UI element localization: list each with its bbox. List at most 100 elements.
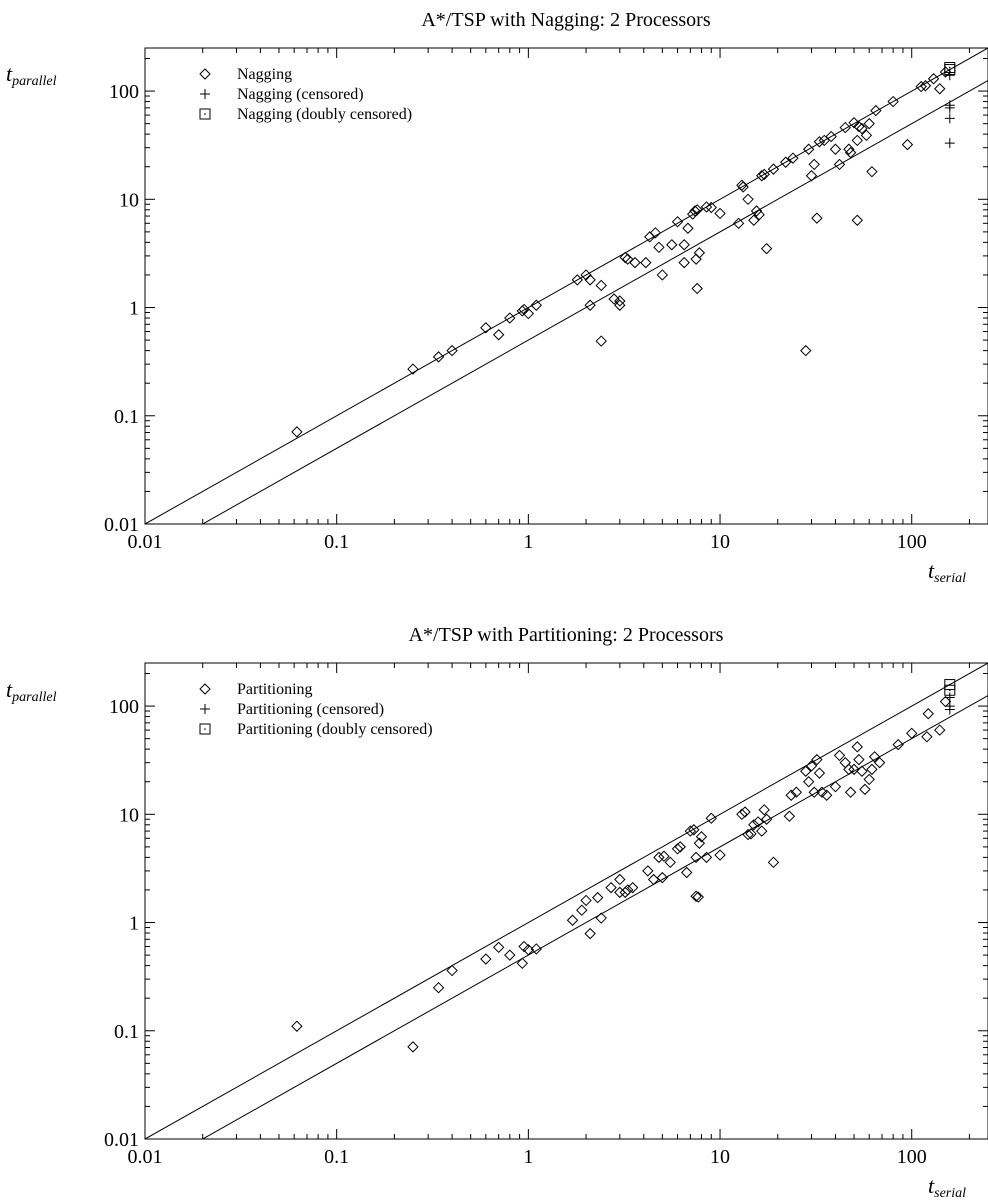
data-point-diamond	[802, 776, 815, 788]
data-point-diamond	[750, 205, 763, 217]
legend-label: Partitioning (doubly censored)	[237, 721, 433, 738]
data-point-diamond	[839, 756, 851, 769]
data-point-diamond	[820, 789, 833, 801]
data-point-diamond	[853, 120, 865, 133]
data-point-plus	[944, 138, 955, 149]
legend-label: Nagging	[237, 66, 292, 83]
data-point-diamond	[649, 227, 662, 239]
legend-label: Partitioning (censored)	[237, 701, 384, 718]
reference-line	[201, 695, 988, 1139]
x-tick-label: 100	[897, 531, 927, 553]
data-point-diamond	[927, 73, 940, 85]
data-point-diamond	[758, 168, 770, 181]
data-point-diamond	[689, 205, 701, 217]
data-point-diamond	[640, 256, 652, 269]
data-point-diamond	[480, 322, 492, 334]
data-point-diamond	[853, 753, 865, 766]
data-point-diamond	[608, 293, 620, 305]
data-point-diamond	[291, 426, 303, 438]
data-point-diamond	[887, 95, 899, 108]
legend-marker-square	[199, 108, 211, 120]
data-point-square-dot	[949, 689, 951, 692]
data-point-diamond	[622, 253, 634, 265]
x-tick-label: 10	[710, 1146, 730, 1168]
data-point-diamond	[605, 881, 617, 894]
data-point-diamond	[678, 256, 690, 269]
data-point-diamond	[758, 804, 770, 816]
y-tick-label: 100	[109, 81, 139, 103]
data-point-diamond	[690, 253, 702, 265]
data-point-diamond	[614, 299, 626, 311]
y-axis-label: tparallel	[6, 61, 57, 89]
data-point-diamond	[939, 695, 952, 708]
data-point-diamond	[692, 891, 704, 903]
data-point-diamond	[653, 851, 665, 864]
data-point-diamond	[432, 351, 445, 363]
data-point-plus	[944, 704, 955, 715]
data-point-diamond	[656, 269, 669, 281]
data-point-diamond	[856, 122, 868, 135]
data-point-diamond	[691, 282, 703, 295]
data-point-diamond	[934, 724, 946, 736]
data-point-diamond	[851, 134, 863, 147]
legend-label: Nagging (censored)	[237, 86, 364, 103]
data-point-diamond	[860, 129, 873, 142]
data-point-diamond	[629, 256, 641, 269]
data-point-diamond	[530, 943, 543, 955]
legend-marker-diamond	[199, 683, 211, 695]
legend-marker-square-box	[199, 723, 211, 735]
data-point-diamond	[844, 146, 857, 159]
data-point-diamond	[504, 312, 516, 324]
data-point-diamond	[825, 130, 837, 143]
data-point-diamond	[492, 941, 505, 954]
data-point-diamond	[446, 964, 458, 977]
data-point-diamond	[939, 66, 952, 78]
data-point-diamond	[688, 824, 700, 836]
data-point-diamond	[653, 241, 665, 254]
data-point-diamond	[714, 207, 726, 220]
data-point-diamond	[518, 940, 530, 953]
data-point-diamond	[642, 865, 654, 877]
data-point-diamond	[432, 981, 445, 994]
data-point-diamond	[595, 279, 607, 292]
data-point-plus	[944, 102, 955, 113]
data-point-diamond	[800, 765, 812, 777]
data-point-diamond	[783, 810, 796, 822]
data-point-diamond	[530, 299, 543, 311]
legend-marker-square	[199, 723, 211, 735]
data-point-diamond	[690, 890, 702, 902]
data-point-diamond	[736, 808, 748, 821]
data-point-diamond	[584, 274, 596, 286]
data-point-plus	[944, 113, 955, 124]
data-point-diamond	[584, 299, 596, 311]
data-point-diamond	[480, 953, 492, 965]
x-tick-label: 1	[523, 531, 533, 553]
data-point-diamond	[813, 767, 826, 779]
data-point-diamond	[808, 786, 820, 798]
data-point-diamond	[829, 143, 842, 155]
data-point-diamond	[737, 181, 749, 193]
data-point-diamond	[866, 165, 878, 178]
data-point-diamond	[901, 138, 914, 151]
data-point-diamond	[693, 837, 706, 849]
data-point-diamond	[863, 117, 875, 130]
data-point-diamond	[760, 813, 773, 825]
data-point-diamond	[839, 121, 851, 134]
reference-line	[201, 80, 988, 524]
data-point-diamond	[833, 749, 846, 762]
plot-frame	[144, 662, 988, 1140]
data-point-diamond	[658, 850, 670, 862]
data-point-diamond	[844, 786, 857, 798]
data-point-diamond	[595, 912, 607, 924]
data-point-diamond	[614, 295, 626, 307]
data-point-diamond	[700, 851, 713, 864]
data-point-diamond	[787, 152, 799, 164]
x-tick-label: 0.1	[324, 531, 349, 553]
data-point-diamond	[732, 217, 745, 230]
data-point-diamond	[863, 773, 875, 786]
chart-title: A*/TSP with Nagging: 2 Processors	[421, 9, 710, 31]
data-point-diamond	[742, 193, 754, 206]
data-point-diamond	[684, 825, 697, 837]
x-tick-label: 1	[523, 1146, 533, 1168]
reference-line	[145, 48, 988, 524]
